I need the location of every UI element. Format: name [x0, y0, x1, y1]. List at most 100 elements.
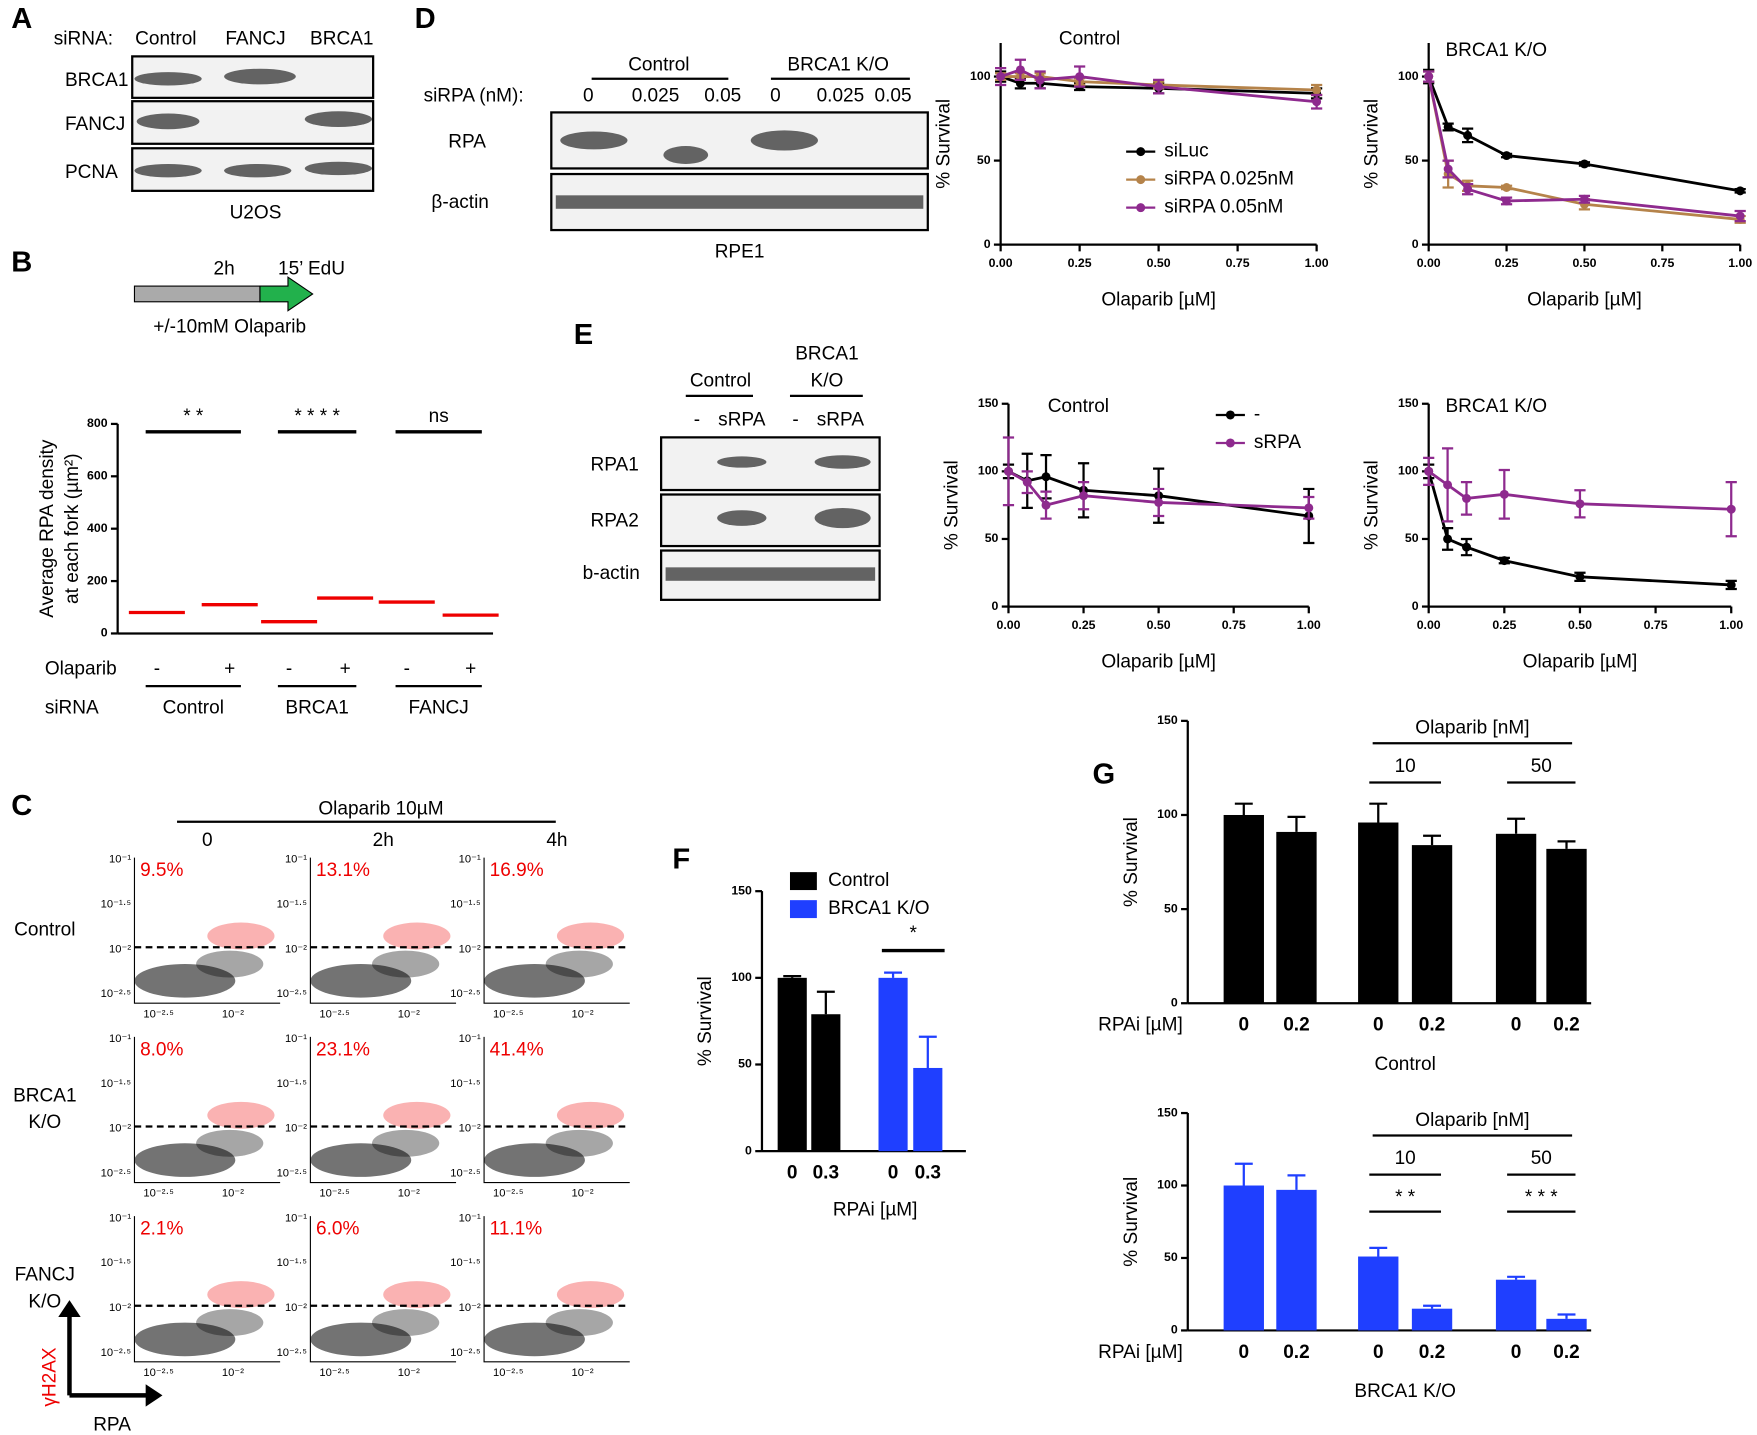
- x-tick-label: 10⁻²·⁵: [319, 1367, 349, 1379]
- bar: [1276, 1189, 1317, 1331]
- plot-frame: [483, 1216, 630, 1363]
- y-tick-label: 100: [1398, 69, 1419, 83]
- bar: [811, 1014, 841, 1152]
- plot-frame: [133, 1036, 281, 1184]
- x-tick-label: +: [224, 658, 235, 679]
- point: [1424, 466, 1434, 476]
- header: K/O: [811, 370, 844, 391]
- y-axis-label: at each fork (µm²): [62, 453, 83, 604]
- y-tick-label: 10⁻¹: [459, 1033, 481, 1045]
- label: siRNA:: [54, 29, 113, 50]
- header: BRCA1 K/O: [787, 54, 889, 75]
- band: [560, 131, 628, 150]
- y-axis-label: Average RPA density: [37, 439, 58, 618]
- blot-a: siRNA: Control FANCJ BRCA1 BRCA1 FANCJ P…: [54, 29, 375, 223]
- error-bar: [1369, 1246, 1388, 1257]
- y-tick-label: 100: [1398, 464, 1419, 478]
- cloud: [196, 1129, 264, 1157]
- point: [1004, 466, 1013, 476]
- lane-label: 0.05: [875, 86, 912, 107]
- cloud: [484, 1143, 585, 1177]
- y-tick-label: 10⁻²·⁵: [450, 1168, 480, 1180]
- header: BRCA1: [795, 343, 858, 364]
- point: [1424, 72, 1434, 82]
- x-tick-label: 10⁻²: [571, 1367, 593, 1379]
- row-label: siRNA: [45, 698, 99, 719]
- y-tick-label: 10⁻¹·⁵: [450, 1078, 480, 1090]
- plot-frame: [133, 1216, 281, 1363]
- error-bar: [783, 974, 802, 978]
- y-tick-label: 150: [1157, 1105, 1178, 1119]
- panel-label: B: [11, 246, 32, 278]
- group-label: Control: [163, 698, 224, 719]
- y-tick-label: 50: [1164, 901, 1178, 915]
- cloud: [207, 922, 275, 950]
- x-axis-label: RPAi [µM]: [833, 1200, 918, 1221]
- band: [304, 161, 373, 176]
- y-tick-label: 10⁻²·⁵: [277, 1168, 307, 1180]
- point: [1443, 164, 1453, 174]
- point: [1443, 534, 1453, 544]
- percentage: 2.1%: [140, 1219, 183, 1240]
- legend-marker: [1225, 410, 1235, 420]
- x-tick-label: 0.2: [1419, 1342, 1445, 1363]
- time-label: 4h: [546, 830, 567, 851]
- x-tick-label: 0.2: [1283, 1015, 1309, 1036]
- lane-label: BRCA1: [310, 29, 373, 50]
- error-bar: [1507, 817, 1526, 834]
- y-tick-label: 0: [1412, 237, 1419, 251]
- group-label: Control: [1374, 1054, 1435, 1075]
- bar: [1411, 845, 1453, 1004]
- x-tick-label: -: [286, 658, 292, 679]
- y-tick-label: 10⁻¹: [285, 1033, 307, 1045]
- cell-line: RPE1: [715, 242, 765, 263]
- point: [1022, 477, 1032, 487]
- y-tick-label: 10⁻¹·⁵: [101, 1078, 131, 1090]
- arrow: [259, 276, 314, 312]
- point: [996, 72, 1006, 82]
- point: [1575, 499, 1585, 509]
- point: [1462, 542, 1471, 552]
- cloud: [372, 950, 440, 978]
- significance: *: [910, 923, 918, 944]
- lane-label: 0: [583, 86, 594, 107]
- y-tick-label: 10⁻²: [285, 1302, 307, 1314]
- x-tick-label: 10⁻²: [571, 1008, 593, 1020]
- label: 2h: [214, 258, 235, 279]
- panel-label: D: [415, 3, 436, 35]
- bar: [1358, 1256, 1399, 1331]
- x-tick-label: 0.50: [1147, 256, 1171, 270]
- cloud: [134, 964, 236, 998]
- y-tick-label: 100: [1157, 1178, 1178, 1192]
- y-tick-label: 10⁻¹·⁵: [450, 899, 480, 911]
- x-tick-label: 10⁻²·⁵: [143, 1367, 173, 1379]
- band: [814, 455, 871, 469]
- y-tick-label: 10⁻²·⁵: [101, 988, 131, 1000]
- y-axis-label: % Survival: [1362, 99, 1383, 189]
- error-bar: [884, 971, 903, 978]
- panel-label: A: [11, 3, 32, 35]
- band: [304, 111, 373, 127]
- x-tick-label: 10⁻²: [398, 1008, 420, 1020]
- cloud: [484, 1322, 585, 1357]
- y-tick-label: 50: [1405, 531, 1419, 545]
- y-tick-label: 0: [1171, 1323, 1178, 1337]
- plot-frame: [309, 1036, 457, 1184]
- lane-label: FANCJ: [225, 29, 285, 50]
- lane-label: -: [792, 410, 798, 431]
- point: [1726, 580, 1736, 590]
- percentage: 9.5%: [140, 860, 183, 881]
- y-axis-label: % Survival: [695, 976, 716, 1066]
- lane-label: 0: [770, 86, 781, 107]
- bar: [1495, 833, 1537, 1004]
- series-line: [1427, 470, 1732, 587]
- label: +/-10mM Olaparib: [153, 317, 306, 338]
- cloud: [484, 964, 585, 998]
- y-tick-label: 400: [87, 521, 108, 535]
- time-label: 2h: [373, 830, 394, 851]
- row-label: RPA1: [591, 454, 639, 475]
- row-label: RPA2: [591, 510, 639, 531]
- x-tick-label: 0: [888, 1163, 899, 1184]
- legend-swatch: [789, 872, 817, 891]
